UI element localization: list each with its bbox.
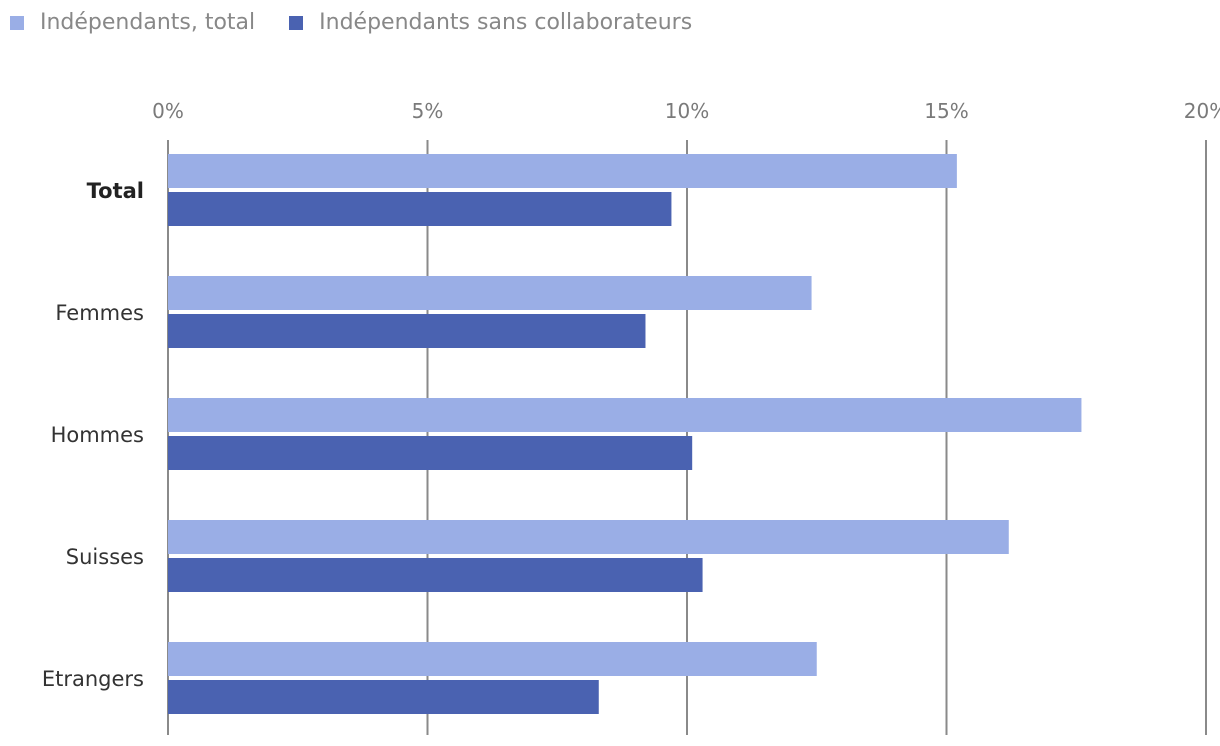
legend-label-total: Indépendants, total — [40, 10, 256, 35]
category-label-etrangers: Etrangers — [42, 667, 144, 691]
bar-suisses-series-0[interactable] — [168, 520, 1009, 554]
x-tick-label-4: 20% — [1184, 99, 1220, 123]
category-label-femmes: Femmes — [55, 301, 144, 325]
bar-femmes-series-0[interactable] — [168, 276, 812, 310]
legend-item-total[interactable]: Indépendants, total — [10, 10, 255, 35]
bar-etrangers-series-0[interactable] — [168, 642, 817, 676]
legend-label-sans-collaborateurs: Indépendants sans collaborateurs — [319, 10, 693, 35]
bar-layer — [168, 154, 1082, 714]
bar-hommes-series-0[interactable] — [168, 398, 1082, 432]
bar-total-series-1[interactable] — [168, 192, 672, 226]
tick-layer: 0% 5% 10% 15% 20% — [152, 99, 1220, 123]
x-tick-label-3: 15% — [924, 99, 968, 123]
legend-swatch-total — [10, 15, 24, 30]
bar-hommes-series-1[interactable] — [168, 436, 693, 470]
legend-swatch-sans-collaborateurs — [289, 15, 304, 30]
x-tick-label-1: 5% — [412, 99, 444, 123]
category-label-hommes: Hommes — [51, 423, 144, 447]
bar-femmes-series-1[interactable] — [168, 314, 646, 348]
legend: Indépendants, total Indépendants sans co… — [10, 10, 726, 35]
bar-total-series-0[interactable] — [168, 154, 957, 188]
category-label-total: Total — [87, 179, 144, 203]
x-tick-label-2: 10% — [665, 99, 709, 123]
bar-etrangers-series-1[interactable] — [168, 680, 599, 714]
category-label-suisses: Suisses — [66, 545, 144, 569]
x-tick-label-0: 0% — [152, 99, 184, 123]
bar-suisses-series-1[interactable] — [168, 558, 703, 592]
category-layer: Total Femmes Hommes Suisses Etrangers — [42, 179, 144, 691]
legend-item-sans-collaborateurs[interactable]: Indépendants sans collaborateurs — [289, 10, 692, 35]
